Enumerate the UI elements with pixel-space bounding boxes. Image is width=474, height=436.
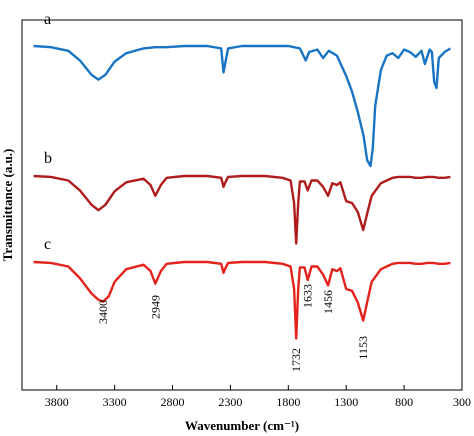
x-axis-ticks: 3800 3300 2800 2300 1800 1300 800 300 <box>45 385 471 409</box>
series-label-a: a <box>44 11 51 28</box>
peak-label: 1633 <box>301 284 315 308</box>
series-line-a <box>33 44 452 168</box>
x-tick-label: 2800 <box>161 395 185 409</box>
x-tick-label: 300 <box>453 395 471 409</box>
spectra-series <box>33 44 452 340</box>
series-label-b: b <box>44 150 52 167</box>
x-tick-label: 3300 <box>103 395 127 409</box>
peak-label: 3400 <box>96 300 110 324</box>
x-tick-label: 1300 <box>334 395 358 409</box>
plot-frame <box>21 19 463 391</box>
x-axis-title: Wavenumber (cm⁻¹) <box>185 418 299 433</box>
series-line-b <box>33 174 451 245</box>
x-tick-label: 800 <box>395 395 413 409</box>
x-tick-label: 2300 <box>218 395 242 409</box>
x-tick-label: 1800 <box>276 395 300 409</box>
peak-label: 1456 <box>321 290 335 314</box>
x-tick-label: 3800 <box>45 395 69 409</box>
series-line-c <box>33 260 451 340</box>
series-label-c: c <box>44 236 51 253</box>
peak-label: 1153 <box>356 336 370 360</box>
peak-label: 1732 <box>289 348 303 372</box>
y-axis-title: Transmittance (a.u.) <box>0 149 15 262</box>
peak-label: 2949 <box>148 295 162 319</box>
series-labels: a b c <box>44 11 52 253</box>
peak-annotations: 3400 2949 1732 1633 1456 1153 <box>96 284 370 372</box>
